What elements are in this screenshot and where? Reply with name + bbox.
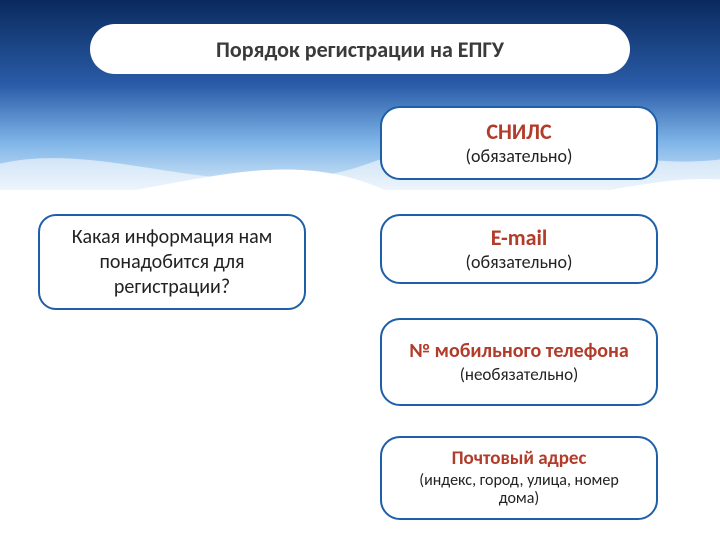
slide-title: Порядок регистрации на ЕПГУ: [90, 24, 630, 74]
info-item-email: E-mail (обязательно): [380, 214, 658, 284]
info-item-note: (необязательно): [460, 365, 579, 385]
info-item-note: (обязательно): [466, 252, 573, 273]
info-item-label: № мобильного телефона: [409, 340, 629, 363]
question-box: Какая информация нам понадобится для рег…: [38, 214, 306, 310]
info-item-note: (обязательно): [466, 146, 573, 167]
info-item-snils: СНИЛС (обязательно): [380, 106, 658, 180]
info-item-phone: № мобильного телефона (необязательно): [380, 318, 658, 406]
info-item-label: Почтовый адрес: [452, 448, 587, 470]
slide-title-text: Порядок регистрации на ЕПГУ: [216, 36, 504, 63]
info-item-address: Почтовый адрес (индекс, город, улица, но…: [380, 436, 658, 520]
info-item-note: (индекс, город, улица, номер дома): [394, 472, 644, 509]
info-item-label: E-mail: [491, 225, 548, 250]
question-text: Какая информация нам понадобится для рег…: [54, 225, 290, 300]
info-item-label: СНИЛС: [486, 119, 551, 144]
